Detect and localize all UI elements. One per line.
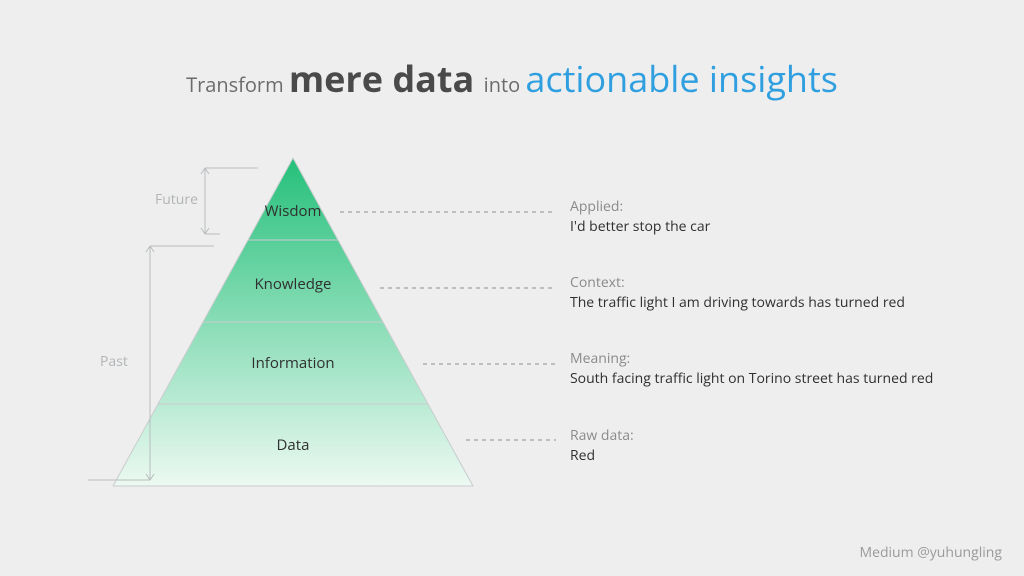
page-title: Transform mere data into actionable insi… (0, 54, 1024, 103)
annotation-body: The traffic light I am driving towards h… (570, 293, 994, 313)
annotation-applied: Applied: I'd better stop the car (570, 197, 994, 238)
title-part-2: mere data (289, 54, 484, 103)
time-label-future: Future (155, 190, 198, 209)
credit-text: Medium @yuhungling (859, 543, 1002, 562)
title-part-1: Transform (186, 71, 289, 98)
layer-label-knowledge: Knowledge (113, 274, 473, 294)
annotation-key: Meaning: (570, 349, 994, 369)
annotation-key: Context: (570, 273, 994, 293)
stage: Transform mere data into actionable insi… (0, 0, 1024, 576)
annotation-meaning: Meaning: South facing traffic light on T… (570, 349, 994, 390)
annotation-key: Raw data: (570, 426, 994, 446)
annotation-rawdata: Raw data: Red (570, 426, 994, 467)
layer-label-data: Data (113, 435, 473, 455)
title-part-4: actionable insights (525, 54, 838, 103)
layer-label-information: Information (113, 353, 473, 373)
annotation-context: Context: The traffic light I am driving … (570, 273, 994, 314)
annotation-body: South facing traffic light on Torino str… (570, 369, 994, 389)
annotation-key: Applied: (570, 197, 994, 217)
title-part-3: into (484, 71, 526, 98)
annotation-body: I'd better stop the car (570, 217, 994, 237)
annotation-body: Red (570, 446, 994, 466)
time-label-past: Past (100, 352, 128, 371)
